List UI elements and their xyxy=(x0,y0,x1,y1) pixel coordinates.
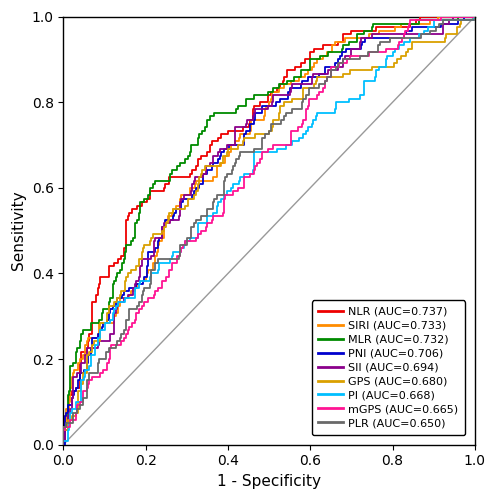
Y-axis label: Sensitivity: Sensitivity xyxy=(11,191,26,270)
Legend: NLR (AUC=0.737), SIRI (AUC=0.733), MLR (AUC=0.732), PNI (AUC=0.706), SII (AUC=0.: NLR (AUC=0.737), SIRI (AUC=0.733), MLR (… xyxy=(312,300,465,435)
X-axis label: 1 - Specificity: 1 - Specificity xyxy=(217,474,321,489)
